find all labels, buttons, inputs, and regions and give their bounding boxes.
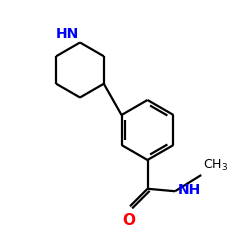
Text: O: O [122,213,135,228]
Text: NH: NH [178,183,201,197]
Text: HN: HN [56,27,79,41]
Text: CH$_3$: CH$_3$ [202,158,228,173]
